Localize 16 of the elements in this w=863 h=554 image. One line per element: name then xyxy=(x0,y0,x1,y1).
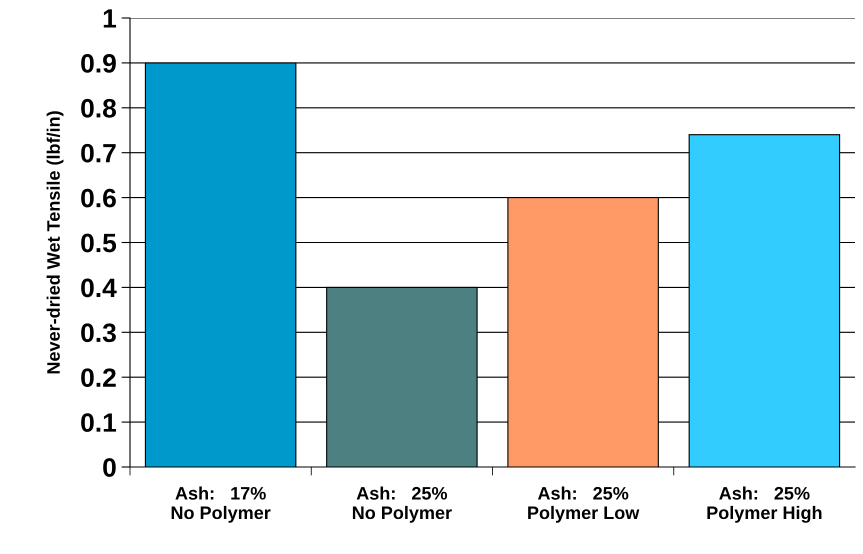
y-tick-label: 0.4 xyxy=(81,278,117,298)
y-tick-label: 0.9 xyxy=(81,54,116,73)
y-axis-title: Never-dried Wet Tensile (lbf/in) xyxy=(46,111,64,374)
y-tick-label: 0.2 xyxy=(81,368,116,388)
y-tick-label: 1 xyxy=(104,9,116,28)
x-tick-label: Ash: 17% No Polymer xyxy=(172,486,271,523)
y-tick-label: 0.1 xyxy=(81,413,116,432)
y-tick-label: 0.3 xyxy=(81,323,116,342)
x-tick-label: Ash: 25% Polymer High xyxy=(707,486,822,523)
y-tick-label: 0.6 xyxy=(81,188,116,208)
y-tick-label: 0.8 xyxy=(81,98,116,118)
y-tick-label: 0.7 xyxy=(81,144,116,163)
x-tick-label: Ash: 25% No Polymer xyxy=(352,486,452,523)
y-tick-label: 0.5 xyxy=(81,234,116,252)
x-tick-label: Ash: 25% Polymer Low xyxy=(528,486,640,523)
y-tick-label: 0 xyxy=(103,458,116,477)
